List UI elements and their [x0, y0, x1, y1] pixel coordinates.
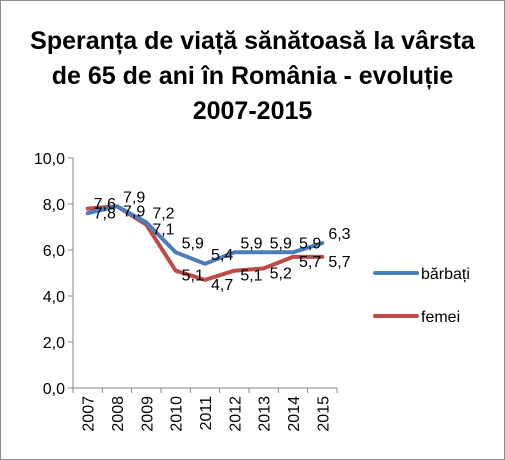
- data-label: 7,9: [123, 203, 145, 220]
- data-label: 4,7: [211, 277, 233, 294]
- data-label: 5,4: [211, 247, 233, 264]
- x-tick-label: 2008: [110, 396, 127, 432]
- x-tick-label: 2010: [169, 396, 186, 432]
- data-label: 5,9: [270, 235, 292, 252]
- data-label: 5,2: [270, 265, 292, 282]
- x-tick-label: 2007: [81, 396, 98, 432]
- axes: 0,0 2,0 4,0 6,0 8,0 10,0 2007 2008 2009 2010 2011 2…: [34, 151, 338, 432]
- y-tick-label: 0,0: [43, 381, 65, 398]
- data-label: 6,3: [328, 226, 350, 243]
- y-tick-label: 6,0: [43, 243, 65, 260]
- legend: bărbați femei: [373, 266, 470, 326]
- x-tick-label: 2014: [286, 396, 303, 432]
- series-lines: [85, 204, 325, 282]
- data-label: 5,9: [182, 235, 204, 252]
- y-tick-label: 8,0: [43, 197, 65, 214]
- data-label: 7,2: [152, 205, 174, 222]
- data-label: 7,8: [94, 206, 116, 223]
- legend-label: bărbați: [421, 266, 470, 283]
- data-label: 5,7: [299, 254, 321, 271]
- x-tick-label: 2009: [139, 396, 156, 432]
- chart-title: Speranța de viață sănătoasă la vârsta de…: [30, 27, 475, 125]
- data-labels: 7,6 7,9 7,2 5,9 5,4 5,9 5,9 5,9 6,3 7,8 7,9 7,1 5,1 4…: [94, 189, 351, 294]
- data-label: 7,6: [94, 196, 116, 213]
- data-label: 5,9: [299, 235, 321, 252]
- x-tick-label: 2015: [315, 396, 332, 432]
- data-label: 7,9: [123, 189, 145, 206]
- y-tick-label: 10,0: [34, 151, 65, 168]
- data-label: 5,7: [328, 254, 350, 271]
- legend-label: femei: [421, 309, 460, 326]
- data-label: 5,9: [240, 235, 262, 252]
- series-line-barbati: [85, 204, 325, 266]
- data-label: 7,1: [152, 222, 174, 239]
- data-label: 5,1: [182, 268, 204, 285]
- x-tick-label: 2011: [198, 396, 215, 431]
- x-tick-label: 2013: [257, 396, 274, 432]
- data-label: 5,1: [240, 268, 262, 285]
- x-tick-label: 2012: [227, 396, 244, 432]
- y-tick-label: 4,0: [43, 289, 65, 306]
- y-tick-label: 2,0: [43, 335, 65, 352]
